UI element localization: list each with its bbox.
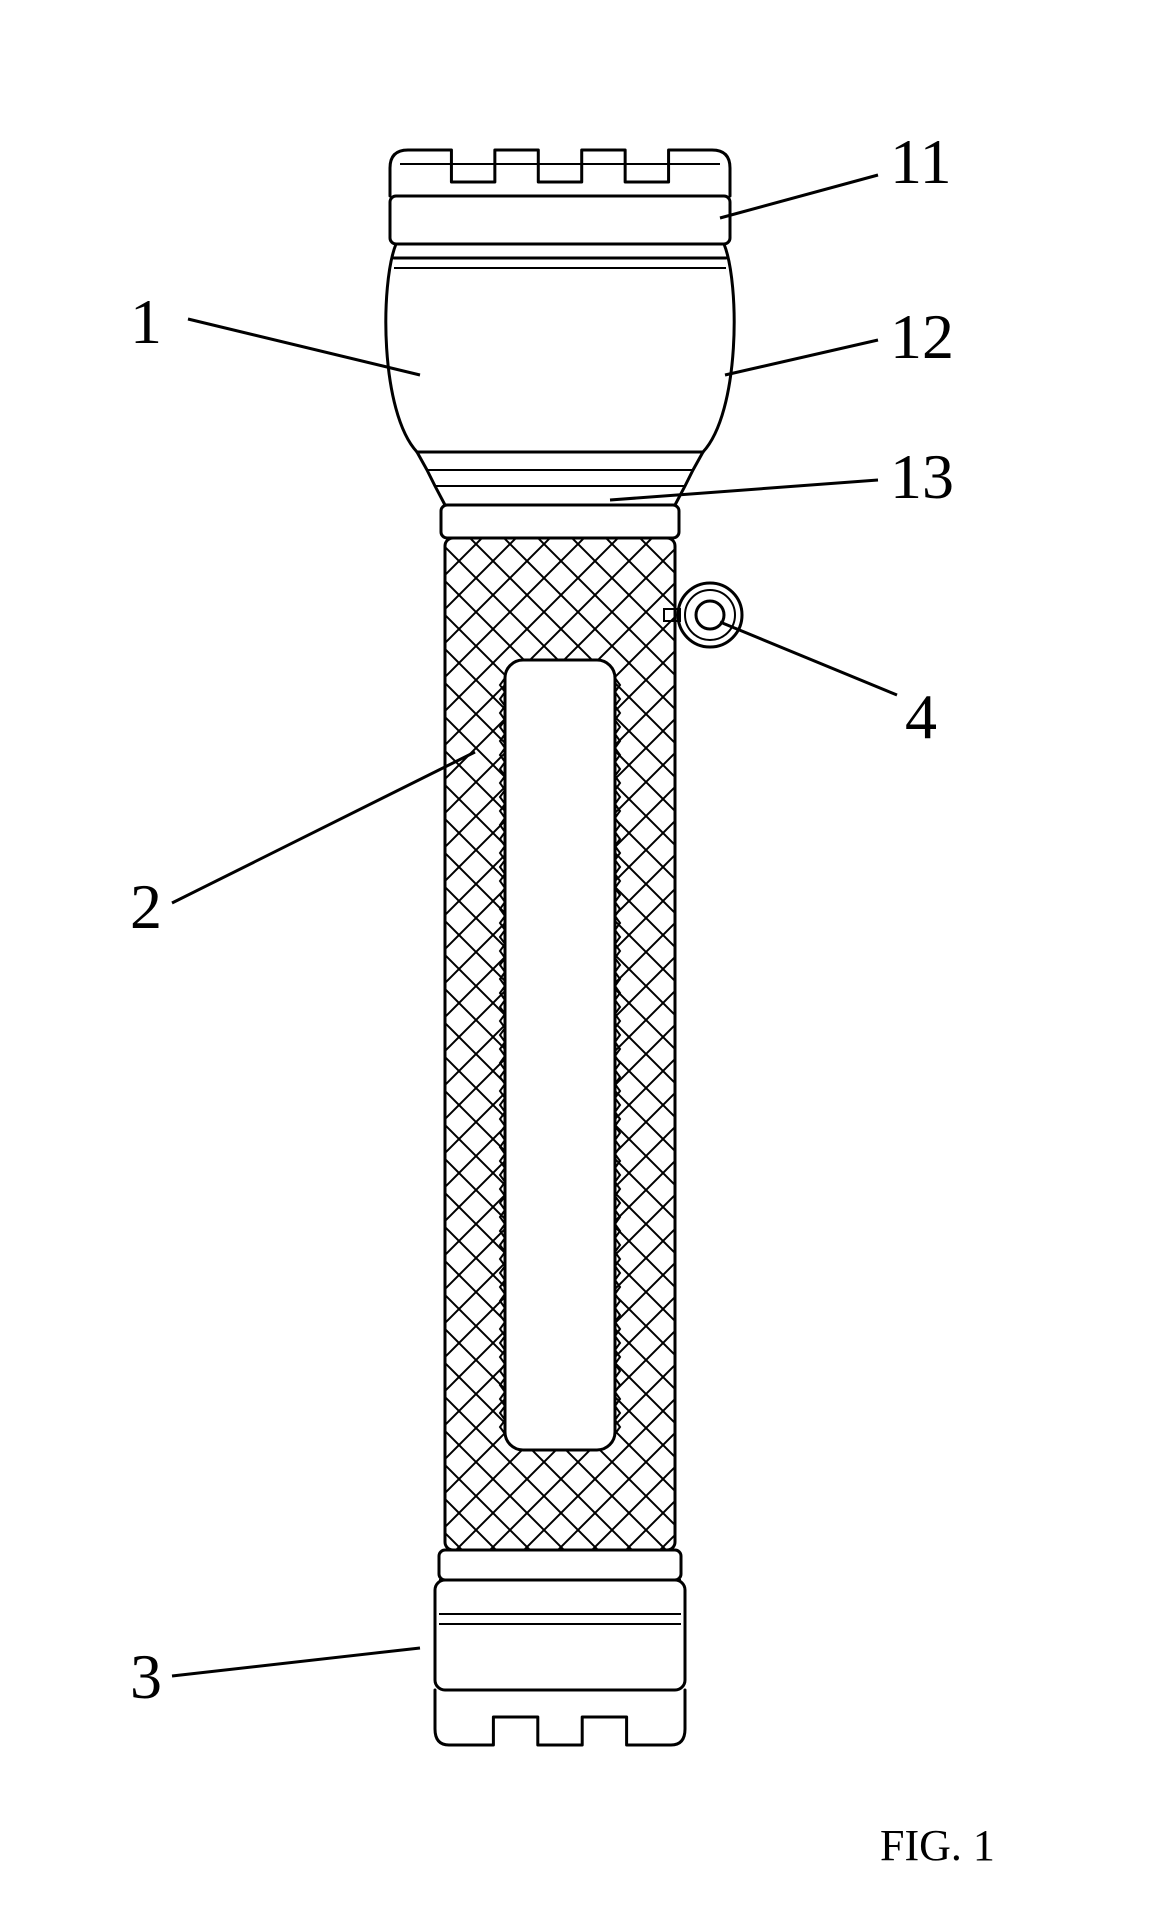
ref-label-12: 12 — [890, 300, 954, 374]
ref-label-11: 11 — [890, 125, 952, 199]
ref-label-1: 1 — [130, 285, 162, 359]
ref-label-13: 13 — [890, 440, 954, 514]
ref-label-2: 2 — [130, 870, 162, 944]
figure-caption: FIG. 1 — [880, 1820, 995, 1871]
ref-label-4: 4 — [905, 680, 937, 754]
ref-label-3: 3 — [130, 1640, 162, 1714]
